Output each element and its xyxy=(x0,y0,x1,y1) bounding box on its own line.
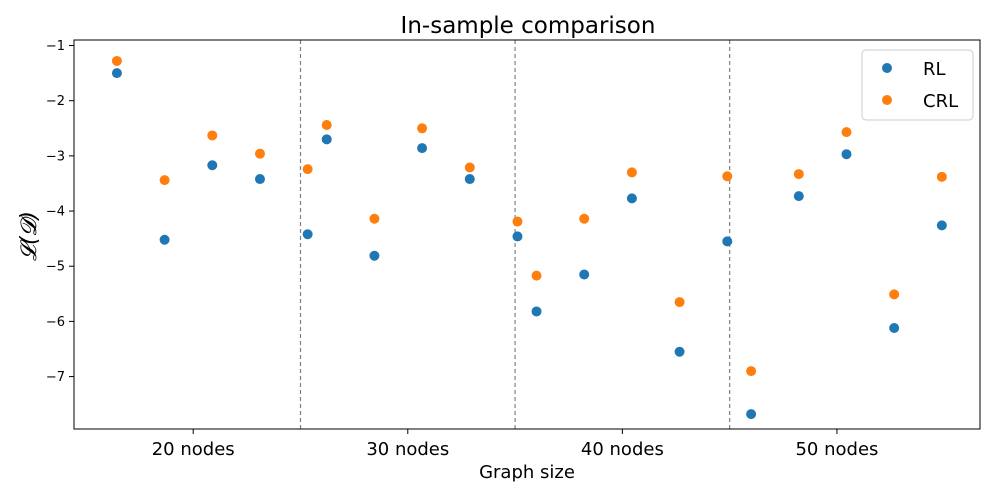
point-rl-3 xyxy=(254,174,265,185)
point-crl-1 xyxy=(159,175,170,186)
point-rl-10 xyxy=(531,306,542,317)
point-rl-19 xyxy=(936,220,947,231)
y-tick-label-1: −2 xyxy=(46,94,65,109)
data-points xyxy=(111,55,947,420)
point-rl-9 xyxy=(512,231,523,242)
plot-area: −1 −2 −3 −4 −5 −6 −7 20 nodes 30 nodes 40 nodes 5… xyxy=(46,39,981,460)
point-rl-4 xyxy=(302,229,313,240)
point-rl-2 xyxy=(207,160,218,171)
point-crl-9 xyxy=(512,216,523,227)
point-rl-1 xyxy=(159,234,170,245)
legend-marker-crl xyxy=(882,95,892,105)
point-crl-17 xyxy=(841,127,852,138)
x-tick-label-1: 30 nodes xyxy=(366,439,449,460)
point-crl-5 xyxy=(321,119,332,130)
x-tick-label-3: 50 nodes xyxy=(795,439,878,460)
point-rl-8 xyxy=(464,174,475,185)
chart-title: In-sample comparison xyxy=(401,13,656,39)
point-rl-15 xyxy=(746,409,757,420)
y-axis: −1 −2 −3 −4 −5 −6 −7 xyxy=(46,39,74,385)
x-axis: 20 nodes 30 nodes 40 nodes 50 nodes xyxy=(152,429,878,460)
y-tick-label-6: −7 xyxy=(46,370,65,385)
point-crl-8 xyxy=(464,162,475,173)
point-crl-3 xyxy=(254,148,265,159)
legend-marker-rl xyxy=(882,63,892,73)
point-crl-7 xyxy=(417,123,428,134)
point-crl-0 xyxy=(111,55,122,66)
legend: RL CRL xyxy=(861,49,974,121)
y-axis-label: 𝓛(𝓓) xyxy=(17,211,42,261)
y-tick-label-2: −3 xyxy=(46,149,65,164)
point-crl-12 xyxy=(626,167,637,178)
x-tick-label-2: 40 nodes xyxy=(581,439,664,460)
y-tick-label-4: −5 xyxy=(46,260,65,275)
point-crl-4 xyxy=(302,164,313,175)
point-rl-5 xyxy=(321,134,332,145)
point-crl-6 xyxy=(369,213,380,224)
point-crl-15 xyxy=(746,366,757,377)
point-rl-7 xyxy=(417,143,428,154)
plot-background xyxy=(74,40,980,429)
point-rl-6 xyxy=(369,250,380,261)
point-rl-18 xyxy=(889,323,900,334)
point-crl-14 xyxy=(722,171,733,182)
point-crl-10 xyxy=(531,270,542,281)
point-rl-0 xyxy=(111,68,122,79)
y-tick-label-0: −1 xyxy=(46,39,65,54)
point-rl-17 xyxy=(841,149,852,160)
point-crl-19 xyxy=(936,171,947,182)
y-tick-label-5: −6 xyxy=(46,315,65,330)
point-crl-13 xyxy=(674,297,685,308)
legend-label-crl: CRL xyxy=(923,91,958,112)
point-rl-16 xyxy=(793,191,804,202)
point-crl-16 xyxy=(793,169,804,180)
legend-label-rl: RL xyxy=(923,59,946,80)
point-crl-18 xyxy=(889,289,900,300)
x-tick-label-0: 20 nodes xyxy=(152,439,235,460)
plot-frame xyxy=(73,39,981,430)
x-axis-label: Graph size xyxy=(479,462,575,483)
point-rl-14 xyxy=(722,236,733,247)
point-rl-13 xyxy=(674,346,685,357)
y-tick-label-3: −4 xyxy=(46,205,65,220)
point-rl-11 xyxy=(579,269,590,280)
point-rl-12 xyxy=(626,193,637,204)
separator-lines xyxy=(299,40,731,429)
point-crl-2 xyxy=(207,130,218,141)
point-crl-11 xyxy=(579,213,590,224)
